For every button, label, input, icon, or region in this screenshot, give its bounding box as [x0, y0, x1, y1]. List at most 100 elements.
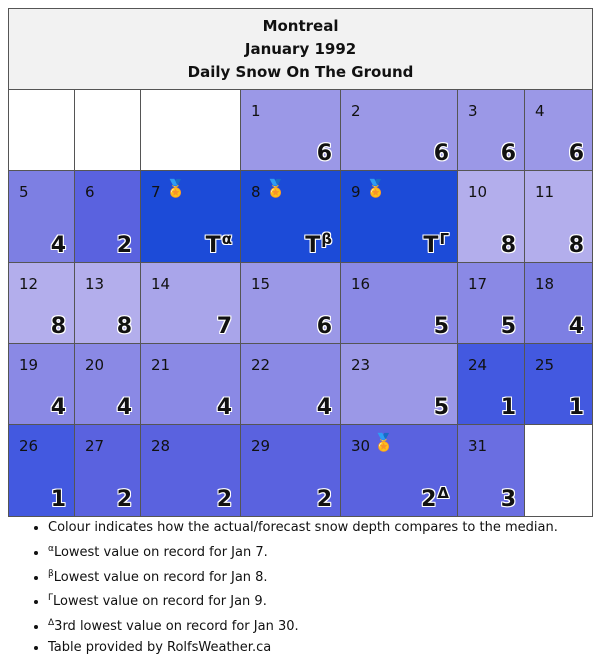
calendar-week: 5 4 6 2 7 🏅 Tα 8 🏅 Tβ 9 🏅 TΓ 10 8 11 8 [8, 170, 594, 263]
snow-depth-number: 3 [500, 487, 516, 512]
snow-depth-value: 4 [51, 233, 66, 258]
day-cell: 21 4 [140, 343, 241, 425]
day-cell: 27 2 [74, 424, 141, 517]
day-number: 14 [151, 275, 171, 293]
snow-depth-value: 2 [117, 233, 132, 258]
empty-cell [523, 424, 594, 517]
calendar-week: 12 8 13 8 14 7 15 6 16 5 17 5 18 4 [8, 262, 594, 344]
record-medal-icon: 🏅 [165, 179, 187, 199]
snow-depth-value: 1 [569, 395, 584, 420]
snow-depth-value: Tβ [305, 230, 332, 258]
day-cell: 7 🏅 Tα [140, 170, 241, 263]
snow-depth-number: 4 [50, 233, 66, 258]
day-cell: 26 1 [8, 424, 75, 517]
empty-cell [74, 89, 141, 171]
snow-depth-value: 8 [51, 314, 66, 339]
calendar-header: Montreal January 1992 Daily Snow On The … [7, 8, 594, 90]
snow-depth-value: 1 [501, 395, 516, 420]
day-number: 2 [351, 102, 361, 120]
snow-depth-value: 8 [501, 233, 516, 258]
day-number: 1 [251, 102, 261, 120]
day-cell: 16 5 [340, 262, 458, 344]
snow-depth-number: 4 [216, 395, 232, 420]
snow-depth-value: 6 [434, 141, 449, 166]
snow-depth-number: T [423, 233, 439, 258]
snow-depth-value: 2 [217, 487, 232, 512]
day-cell: 11 8 [523, 170, 594, 263]
footnote-item: Δ3rd lowest value on record for Jan 30. [48, 613, 592, 638]
snow-depth-number: T [305, 233, 321, 258]
snow-depth-number: 2 [216, 487, 232, 512]
day-cell: 22 4 [240, 343, 341, 425]
day-number: 27 [85, 437, 105, 455]
day-cell: 10 8 [457, 170, 525, 263]
day-number: 19 [19, 356, 39, 374]
snow-depth-value: 8 [117, 314, 132, 339]
snow-depth-value: 5 [434, 395, 449, 420]
snow-depth-number: 8 [116, 314, 132, 339]
day-cell: 31 3 [457, 424, 525, 517]
day-number: 8 [251, 183, 261, 201]
snow-depth-number: 8 [500, 233, 516, 258]
footnote-item: αLowest value on record for Jan 7. [48, 539, 592, 564]
day-number: 21 [151, 356, 171, 374]
snow-depth-value: 4 [569, 314, 584, 339]
day-number: 20 [85, 356, 105, 374]
snow-depth-value: 6 [569, 141, 584, 166]
snow-depth-value: 5 [501, 314, 516, 339]
day-cell: 15 6 [240, 262, 341, 344]
day-cell: 19 4 [8, 343, 75, 425]
day-cell: 13 8 [74, 262, 141, 344]
day-number: 4 [535, 102, 545, 120]
day-number: 12 [19, 275, 39, 293]
snow-depth-number: 1 [500, 395, 516, 420]
snow-depth-number: 5 [433, 395, 449, 420]
snow-depth-number: 4 [316, 395, 332, 420]
snow-depth-value: 2 [117, 487, 132, 512]
day-number: 30 [351, 437, 371, 455]
footnote-item: Table provided by RolfsWeather.ca [48, 638, 592, 659]
month-title: January 1992 [244, 39, 357, 58]
snow-depth-value: 4 [217, 395, 232, 420]
snow-depth-number: 2 [316, 487, 332, 512]
day-number: 18 [535, 275, 555, 293]
snow-depth-value: 8 [569, 233, 584, 258]
day-number: 6 [85, 183, 95, 201]
calendar-subtitle: Daily Snow On The Ground [187, 62, 414, 81]
record-medal-icon: 🏅 [265, 179, 287, 199]
day-number: 9 [351, 183, 361, 201]
day-cell: 14 7 [140, 262, 241, 344]
footnote-text: Table provided by RolfsWeather.ca [48, 639, 272, 655]
day-cell: 8 🏅 Tβ [240, 170, 341, 263]
day-cell: 12 8 [8, 262, 75, 344]
snow-depth-number: 4 [568, 314, 585, 339]
day-number: 11 [535, 183, 555, 201]
calendar-body: 1 6 2 6 3 6 4 6 5 4 6 2 7 🏅 Tα 8 🏅 Tβ 9 🏅 TΓ 10 8 11 8 12 8 13 8 14 7 1… [8, 89, 594, 517]
day-number: 10 [468, 183, 488, 201]
footnote-symbol: α [48, 543, 54, 554]
day-cell: 17 5 [457, 262, 525, 344]
snow-depth-value: 2 [317, 487, 332, 512]
day-number: 3 [468, 102, 478, 120]
snow-depth-number: 5 [433, 314, 449, 339]
snow-calendar: Montreal January 1992 Daily Snow On The … [7, 8, 594, 517]
day-cell: 28 2 [140, 424, 241, 517]
day-number: 5 [19, 183, 29, 201]
day-number: 24 [468, 356, 488, 374]
snow-depth-number: 2 [116, 233, 132, 258]
snow-depth-value: 4 [317, 395, 332, 420]
day-number: 17 [468, 275, 488, 293]
snow-depth-number: 6 [433, 141, 449, 166]
day-number: 29 [251, 437, 271, 455]
footnote-item: βLowest value on record for Jan 8. [48, 564, 592, 589]
record-medal-icon: 🏅 [365, 179, 387, 199]
snow-depth-value: 4 [51, 395, 66, 420]
day-cell: 29 2 [240, 424, 341, 517]
day-cell: 24 1 [457, 343, 525, 425]
footnote-text: Colour indicates how the actual/forecast… [48, 520, 558, 535]
